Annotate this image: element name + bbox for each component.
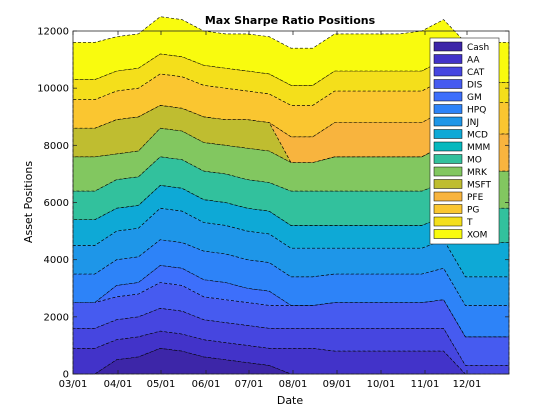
legend-label-hpq: HPQ <box>467 106 486 116</box>
legend-swatch-aa <box>433 54 463 64</box>
x-tick-label: 10/01 <box>367 379 396 390</box>
x-tick-label: 05/01 <box>147 379 176 390</box>
y-tick-label: 10000 <box>37 84 69 95</box>
y-axis: 0 2000 4000 6000 8000 10000 12000 <box>37 27 509 381</box>
legend-swatch-cash <box>433 41 463 52</box>
x-tick-label: 07/01 <box>235 379 264 390</box>
legend-label-pfe: PFE <box>467 193 484 203</box>
legend-swatch-mmm <box>433 141 463 152</box>
legend-swatch-gm <box>433 91 463 102</box>
y-tick-label: 2000 <box>44 312 69 323</box>
legend-label-jnj: JNJ <box>466 118 479 128</box>
area-jnj <box>72 207 510 306</box>
legend-swatch-xom <box>433 229 463 239</box>
legend-swatch-mo <box>433 154 463 164</box>
legend-label-mo: MO <box>467 156 482 166</box>
x-axis-label: Date <box>277 394 304 407</box>
x-tick-label: 09/01 <box>323 379 352 390</box>
y-tick-label: 12000 <box>37 27 69 38</box>
legend-label-msft: MSFT <box>467 181 491 191</box>
plot-area <box>72 16 510 375</box>
legend-label-pg: PG <box>467 206 479 216</box>
legend-swatch-dis <box>433 79 463 89</box>
x-tick-label: 11/01 <box>411 379 440 390</box>
legend-label-xom: XOM <box>467 231 487 241</box>
y-axis-label: Asset Positions <box>22 161 35 243</box>
legend-swatch-pg <box>433 204 463 214</box>
x-tick-label: 03/01 <box>59 379 88 390</box>
legend-swatch-hpq <box>433 104 463 114</box>
legend-swatch-cat <box>433 66 463 77</box>
area-gm <box>73 265 509 338</box>
x-tick-label: 06/01 <box>192 379 221 390</box>
legend-label-mcd: MCD <box>467 131 488 141</box>
legend-label-cat: CAT <box>467 68 485 78</box>
legend-swatch-t <box>433 216 463 227</box>
legend: Cash AA CAT DIS GM HPQ JNJ MCD MMM MO MRK MSFT PFE PG… <box>429 37 500 245</box>
legend-swatch-jnj <box>433 116 463 127</box>
x-axis: 03/01 04/01 05/01 06/01 07/01 08/01 09/01 10/01… <box>59 31 482 390</box>
y-tick-label: 0 <box>63 370 69 381</box>
legend-swatch-mrk <box>433 166 463 177</box>
legend-label-mmm: MMM <box>467 143 490 153</box>
y-tick-label: 4000 <box>44 255 69 266</box>
legend-label-dis: DIS <box>467 81 483 91</box>
y-tick-label: 8000 <box>44 141 69 152</box>
legend-label-gm: GM <box>467 93 482 103</box>
legend-swatch-msft <box>433 179 463 189</box>
legend-swatch-pfe <box>433 191 463 202</box>
legend-label-cash: Cash <box>467 43 489 53</box>
legend-label-t: T <box>466 218 473 228</box>
x-tick-label: 12/01 <box>453 379 482 390</box>
y-tick-label: 6000 <box>44 198 69 209</box>
legend-swatch-mcd <box>433 129 463 139</box>
x-tick-label: 08/01 <box>279 379 308 390</box>
x-tick-label: 04/01 <box>104 379 133 390</box>
legend-label-aa: AA <box>467 56 480 66</box>
legend-label-mrk: MRK <box>467 168 488 178</box>
area-dis <box>72 282 510 366</box>
chart-title: Max Sharpe Ratio Positions <box>205 14 376 27</box>
